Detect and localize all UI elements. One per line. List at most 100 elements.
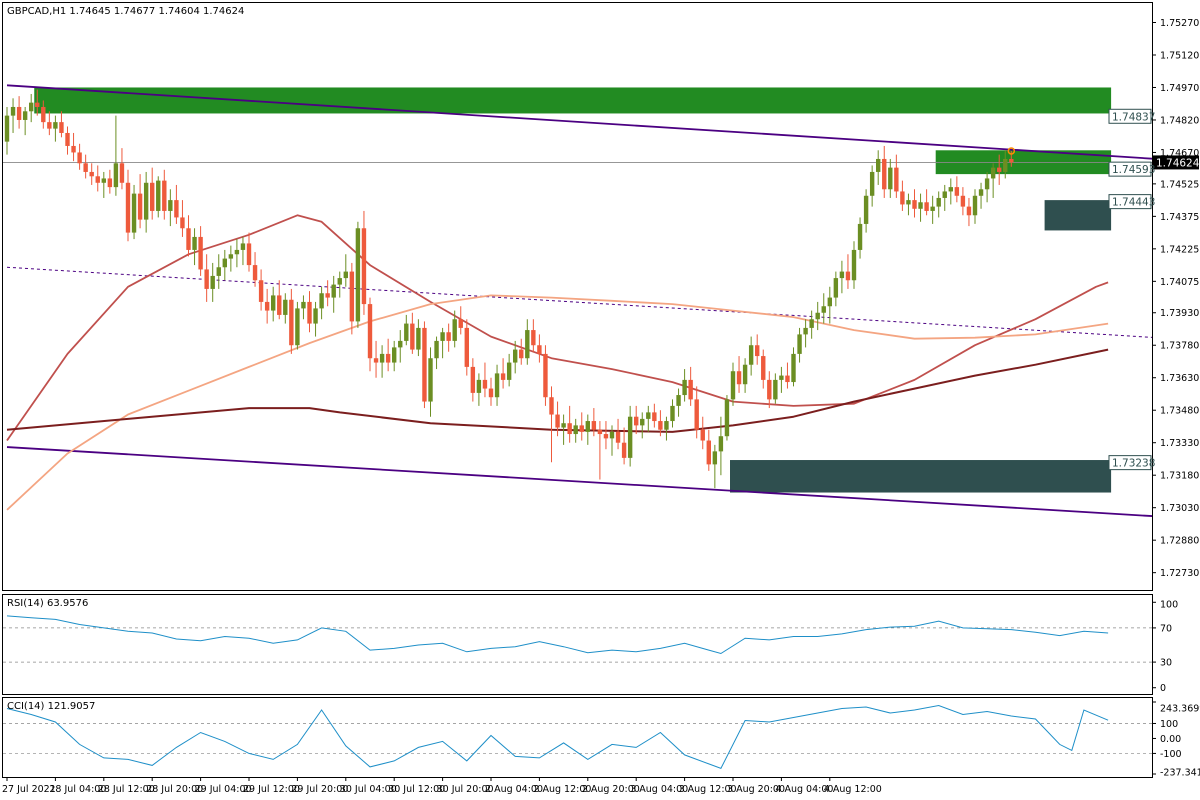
candle xyxy=(143,171,149,233)
candle-body xyxy=(198,236,203,270)
candle xyxy=(313,301,318,337)
candle xyxy=(513,340,518,374)
x-tick-label: 30 Jul 20:00 xyxy=(437,784,494,795)
y-tick-label: 1.74375 xyxy=(1160,212,1199,223)
candle-body xyxy=(549,397,554,415)
y-tick-label: 1.74670 xyxy=(1160,148,1199,159)
candle xyxy=(307,291,312,333)
candle-body xyxy=(10,106,16,116)
y-tick-label: 1.74820 xyxy=(1160,115,1199,126)
y-tick-label: 243.3699 xyxy=(1160,704,1200,715)
candle xyxy=(458,306,463,335)
y-tick-label: 1.75270 xyxy=(1160,18,1199,29)
x-tick-label: 28 Jul 20:00 xyxy=(146,784,203,795)
candle xyxy=(488,377,494,406)
alert-marker xyxy=(1007,147,1016,155)
rsi-panel-frame xyxy=(2,594,1153,695)
candle xyxy=(791,347,796,387)
candle xyxy=(343,254,348,287)
candle xyxy=(761,349,766,389)
candle-body xyxy=(71,145,76,153)
candle xyxy=(700,416,705,450)
candle xyxy=(240,236,246,266)
candle-body xyxy=(428,358,433,402)
candle-body xyxy=(440,332,445,341)
candle-body xyxy=(845,271,851,281)
candle-body xyxy=(912,200,917,209)
candle-body xyxy=(906,200,911,205)
y-tick-label: -237.3414 xyxy=(1160,768,1200,779)
candle xyxy=(494,364,500,406)
candle-body xyxy=(688,379,693,400)
candle-body xyxy=(228,254,234,259)
candle xyxy=(95,165,100,192)
candle xyxy=(422,321,427,409)
candle xyxy=(519,338,524,365)
y-tick-label: 1.75120 xyxy=(1160,50,1199,61)
candle xyxy=(204,254,209,302)
candle xyxy=(35,89,40,116)
candle xyxy=(186,215,191,257)
candle-body xyxy=(410,323,415,350)
upper-supply-zone xyxy=(34,87,1112,114)
candle-body xyxy=(966,206,972,216)
candle-body xyxy=(1009,158,1014,163)
candle xyxy=(150,167,155,220)
candle xyxy=(942,184,947,211)
candle-body xyxy=(398,340,403,348)
candle xyxy=(16,96,22,129)
candle-body xyxy=(543,353,548,398)
candle-body xyxy=(767,379,772,400)
candle-body xyxy=(162,180,167,211)
candle-body xyxy=(186,228,191,250)
candle xyxy=(936,191,941,218)
candle-body xyxy=(900,191,905,205)
candle-body xyxy=(972,195,978,216)
candle xyxy=(555,401,560,437)
candle-body xyxy=(289,299,294,346)
candle-body xyxy=(773,379,778,400)
candle xyxy=(373,340,379,378)
candle xyxy=(192,228,197,266)
candle-body xyxy=(246,243,252,266)
candle-body xyxy=(77,152,82,164)
candle-body xyxy=(168,200,173,211)
candle-body xyxy=(83,163,88,172)
candle xyxy=(863,189,869,233)
y-tick-label: 1.73780 xyxy=(1160,341,1199,352)
candle xyxy=(428,347,433,417)
candle xyxy=(41,100,46,129)
candle-body xyxy=(156,180,161,211)
candle-body xyxy=(918,202,923,209)
candle-body xyxy=(742,364,748,385)
candle xyxy=(131,184,137,240)
candle xyxy=(918,193,923,222)
candle-body xyxy=(500,373,506,380)
candle-body xyxy=(839,271,845,279)
candle-body xyxy=(597,429,603,435)
candle xyxy=(156,176,161,218)
candle xyxy=(258,269,264,311)
y-tick-label: 1.73330 xyxy=(1160,438,1199,449)
candle xyxy=(301,295,306,320)
candle-body xyxy=(125,182,131,233)
candle-body xyxy=(513,349,518,363)
candle xyxy=(162,169,167,220)
candle-body xyxy=(706,440,711,465)
candle xyxy=(119,148,125,190)
x-tick-label: 4 Aug 12:00 xyxy=(824,784,882,795)
candle-body xyxy=(4,115,10,142)
candle-body xyxy=(240,243,246,250)
y-tick-label: 70 xyxy=(1160,623,1172,634)
candle-body xyxy=(863,195,869,224)
candle xyxy=(809,310,814,339)
candle xyxy=(416,319,421,357)
candle-body xyxy=(252,265,258,281)
candle xyxy=(990,163,996,198)
candle-body xyxy=(809,319,814,328)
x-tick-label: 29 Jul 04:00 xyxy=(195,784,252,795)
candle-body xyxy=(882,158,887,190)
candle xyxy=(906,193,911,216)
candle-body xyxy=(494,373,500,398)
candle xyxy=(845,254,851,289)
